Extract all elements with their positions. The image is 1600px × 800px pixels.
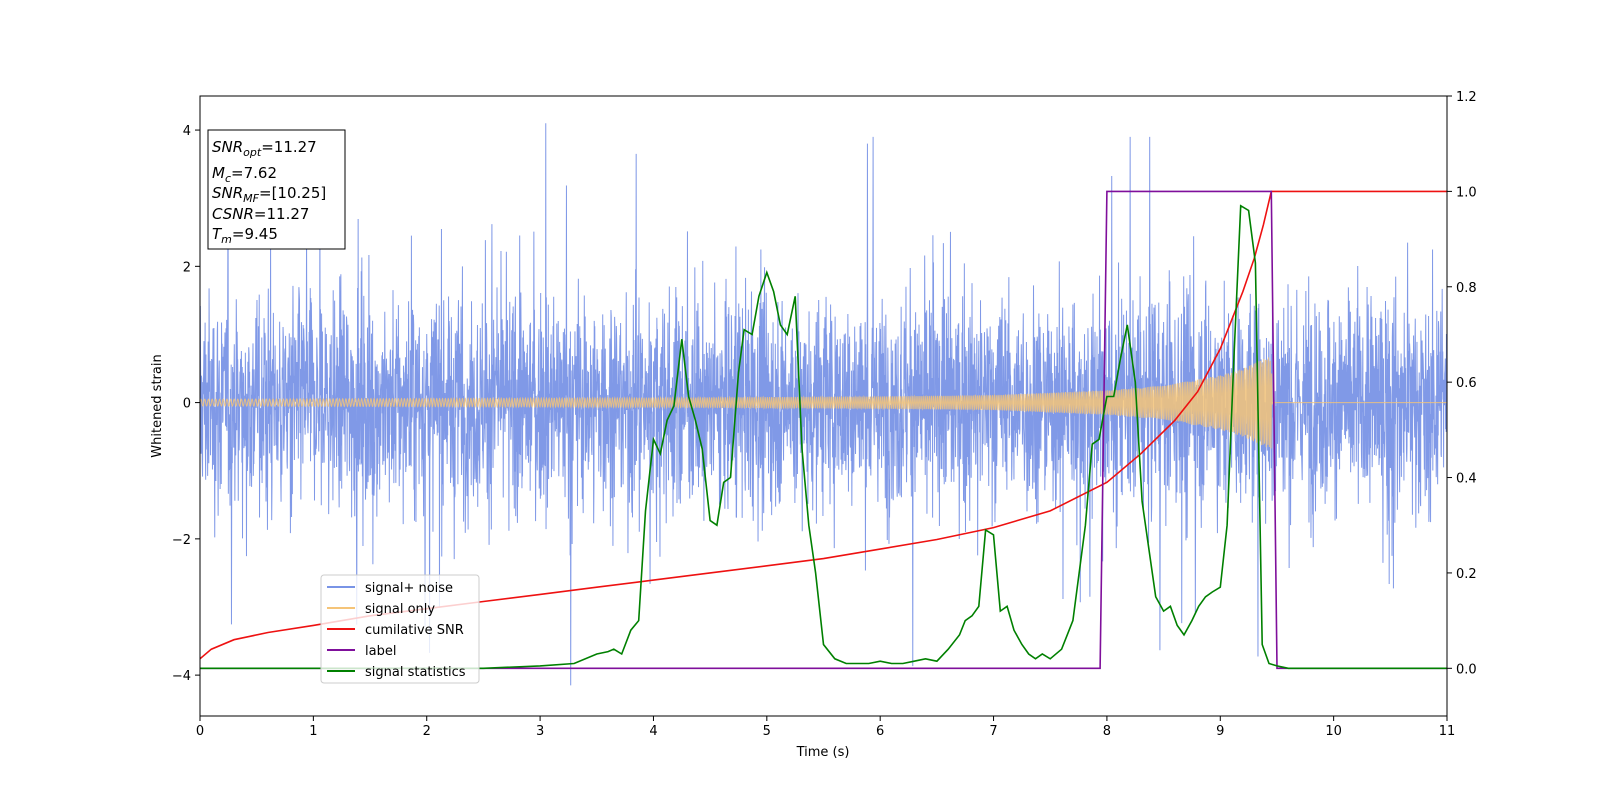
x-tick-label: 4 — [649, 724, 657, 739]
x-tick-label: 7 — [989, 724, 997, 739]
x-tick-label: 2 — [423, 724, 431, 739]
right-y-axis: 1.2 1.0 0.8 0.6 0.4 0.2 0.0 — [1447, 90, 1477, 677]
x-tick-label: 6 — [876, 724, 884, 739]
y-left-tick-label: −4 — [172, 669, 191, 684]
x-tick-label: 1 — [309, 724, 317, 739]
x-tick-label: 5 — [763, 724, 771, 739]
y-left-tick-label: 4 — [183, 124, 191, 139]
info-box-frame — [207, 129, 346, 250]
x-tick-label: 0 — [196, 724, 204, 739]
x-tick-label: 10 — [1325, 724, 1342, 739]
info-csnr: CSNR=11.27 — [212, 205, 309, 223]
legend-label: signal only — [365, 602, 435, 617]
y-left-tick-label: 2 — [183, 260, 191, 275]
info-snr-mf: SNRMF=[10.25] — [212, 184, 326, 205]
y-right-tick-label: 0.2 — [1456, 567, 1477, 582]
y-right-tick-label: 0.4 — [1456, 472, 1477, 487]
info-tm: Tm=9.45 — [212, 225, 278, 246]
x-axis: 0 1 2 3 4 5 6 7 8 9 10 11 — [196, 716, 1455, 739]
legend-label: signal statistics — [365, 665, 466, 680]
info-snr-opt: SNRopt=11.27 — [212, 138, 317, 159]
x-tick-label: 8 — [1103, 724, 1111, 739]
x-axis-label: Time (s) — [796, 745, 850, 760]
info-box: SNRopt=11.27 Mc=7.62 SNRMF=[10.25] CSNR=… — [207, 129, 346, 250]
signal-only-series — [200, 357, 1447, 449]
x-tick-label: 3 — [536, 724, 544, 739]
x-tick-label: 11 — [1439, 724, 1456, 739]
legend-frame — [320, 574, 480, 684]
y-right-tick-label: 0.0 — [1456, 662, 1477, 677]
y-left-tick-label: 0 — [183, 397, 191, 412]
legend-label: signal+ noise — [365, 581, 453, 596]
y-left-tick-label: −2 — [172, 533, 191, 548]
info-mc: Mc=7.62 — [212, 164, 277, 185]
y-right-tick-label: 1.0 — [1456, 185, 1477, 200]
legend: signal+ noise signal only cumilative SNR la… — [320, 574, 480, 684]
plot-frame — [199, 95, 1448, 717]
y-right-tick-label: 0.6 — [1456, 376, 1477, 391]
x-tick-label: 9 — [1216, 724, 1224, 739]
signal-statistics-series — [200, 204, 1447, 670]
left-y-axis: 4 2 0 −2 −4 — [172, 124, 200, 684]
legend-label: cumilative SNR — [365, 623, 464, 638]
legend-label: label — [365, 644, 396, 659]
y-axis-label: Whitened strain — [150, 354, 165, 457]
y-right-tick-label: 1.2 — [1456, 90, 1477, 105]
y-right-tick-label: 0.8 — [1456, 281, 1477, 296]
